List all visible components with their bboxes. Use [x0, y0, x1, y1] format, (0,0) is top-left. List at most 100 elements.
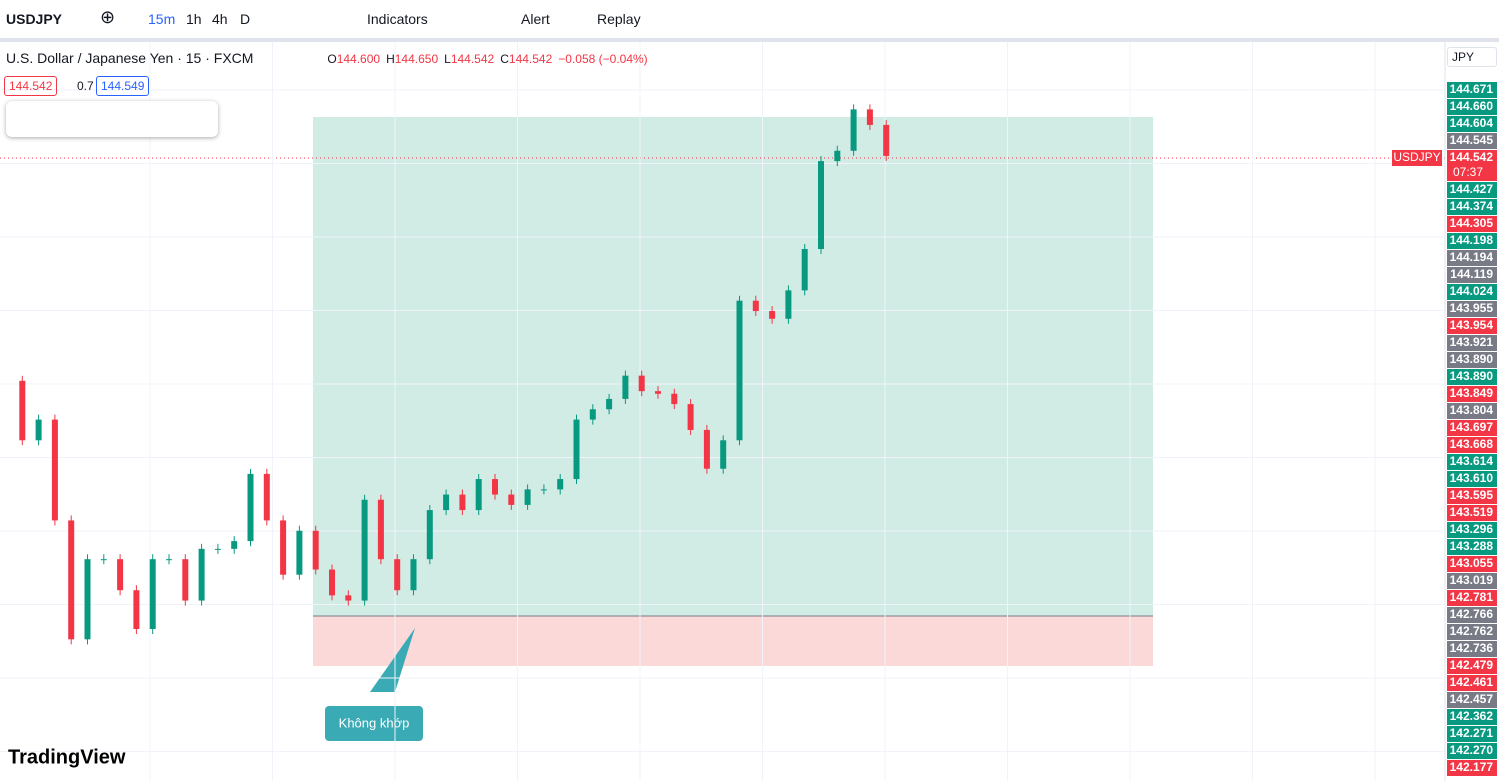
chart: Không khớp TradingView 144.671 144.660 144…	[0, 42, 1497, 781]
ask[interactable]: 144.549	[96, 76, 150, 96]
interval[interactable]: 1h	[186, 11, 202, 27]
price-label: 143.697	[1450, 420, 1494, 434]
price-label-bg	[1447, 488, 1497, 504]
interval[interactable]: 4h	[212, 11, 228, 27]
price-label-bg	[1447, 318, 1497, 334]
price-label: 143.288	[1450, 539, 1494, 553]
price-label: 143.595	[1450, 488, 1494, 502]
ohlc-value: 144.542	[508, 52, 553, 66]
price-label-bg	[1447, 386, 1497, 402]
candle	[687, 404, 694, 430]
symbol-tag: USDJPY	[1393, 150, 1440, 164]
price-label-bg	[1447, 709, 1497, 725]
price-label: 143.804	[1450, 403, 1494, 417]
price-label: 142.762	[1450, 624, 1494, 638]
bid[interactable]: 144.542	[4, 76, 58, 96]
ohlc-value: 144.542	[450, 52, 495, 66]
candle	[247, 473, 254, 542]
candle	[785, 290, 792, 319]
price-label: 143.055	[1450, 556, 1494, 570]
interval[interactable]: 15m	[148, 11, 176, 27]
price-label: 142.271	[1450, 726, 1494, 740]
candle	[361, 499, 368, 601]
price-label-bg	[1447, 420, 1497, 436]
price-label-bg	[1447, 607, 1497, 623]
candle	[443, 494, 450, 511]
candle	[459, 494, 466, 511]
candle	[263, 473, 270, 521]
price-label: 144.427	[1450, 182, 1494, 196]
candle	[35, 419, 42, 441]
candle	[166, 559, 172, 561]
alert[interactable]: Alert	[521, 11, 550, 27]
candle	[182, 559, 189, 601]
price-label: 144.119	[1450, 267, 1493, 281]
price-label-bg	[1447, 522, 1497, 538]
candle	[736, 300, 743, 441]
price-label-bg	[1447, 471, 1497, 487]
candle	[410, 559, 417, 591]
drawing-toolbar	[6, 101, 218, 137]
candle	[850, 109, 857, 151]
price-label: 143.954	[1450, 318, 1494, 332]
candle	[622, 375, 629, 399]
price-label-bg	[1447, 760, 1497, 776]
candle	[133, 590, 140, 629]
ohlc: O144.600 H144.650 L144.542 C144.542 −0.058 (…	[327, 52, 647, 66]
candle	[377, 499, 384, 560]
candle	[606, 398, 613, 410]
candle	[492, 479, 498, 495]
currency[interactable]: JPY	[1447, 47, 1497, 67]
price-label: 142.457	[1450, 692, 1494, 706]
price-label-bg	[1447, 150, 1497, 181]
candle	[883, 124, 890, 156]
candle	[296, 530, 303, 575]
price-label-bg	[1447, 403, 1497, 419]
ohlc-value: 144.650	[394, 52, 439, 66]
price-label: 143.955	[1450, 301, 1494, 315]
price-label-bg	[1447, 199, 1497, 215]
price-label: 144.194	[1450, 250, 1494, 264]
price-label: 142.177	[1450, 760, 1494, 774]
price-label-bg	[1447, 182, 1497, 198]
candle	[540, 489, 547, 491]
price-label: 144.671	[1450, 82, 1494, 96]
price-label-bg	[1447, 301, 1497, 317]
price-label-bg	[1447, 743, 1497, 759]
candle	[720, 440, 727, 469]
candle	[866, 109, 873, 125]
price-label: 143.614	[1450, 454, 1494, 468]
price-label-bg	[1447, 284, 1497, 300]
symbol-search[interactable]: USDJPY	[6, 11, 63, 27]
indicators[interactable]: Indicators	[367, 11, 428, 27]
ohlc-label: C	[500, 52, 509, 66]
candle	[329, 569, 335, 596]
price-label-bg	[1447, 454, 1497, 470]
price-label-bg	[1447, 556, 1497, 572]
candle	[426, 510, 433, 560]
ohlc-label: H	[386, 52, 395, 66]
ohlc-label: L	[444, 52, 451, 66]
price-label-bg	[1447, 590, 1497, 606]
price-label-bg	[1447, 82, 1497, 98]
add[interactable]: ⊕	[100, 7, 116, 27]
price-label-bg	[1447, 658, 1497, 674]
ohlc-label: O	[327, 52, 337, 66]
price-label: 142.781	[1450, 590, 1494, 604]
replay[interactable]: Replay	[597, 11, 641, 27]
countdown: 07:37	[1453, 165, 1483, 179]
candle	[117, 559, 124, 591]
price-label-bg	[1447, 267, 1497, 283]
price-label: 144.374	[1450, 199, 1494, 213]
candle	[312, 530, 319, 570]
candle	[801, 248, 808, 291]
ohlc-value: 144.600	[336, 52, 381, 66]
candle	[703, 429, 710, 469]
price-label: 142.461	[1450, 675, 1494, 689]
legend: U.S. Dollar / Japanese Yen · 15 · FXCM O…	[6, 50, 648, 66]
candle	[84, 559, 91, 640]
price-label: 142.766	[1450, 607, 1494, 621]
interval[interactable]: D	[240, 11, 251, 27]
candle	[557, 479, 564, 490]
